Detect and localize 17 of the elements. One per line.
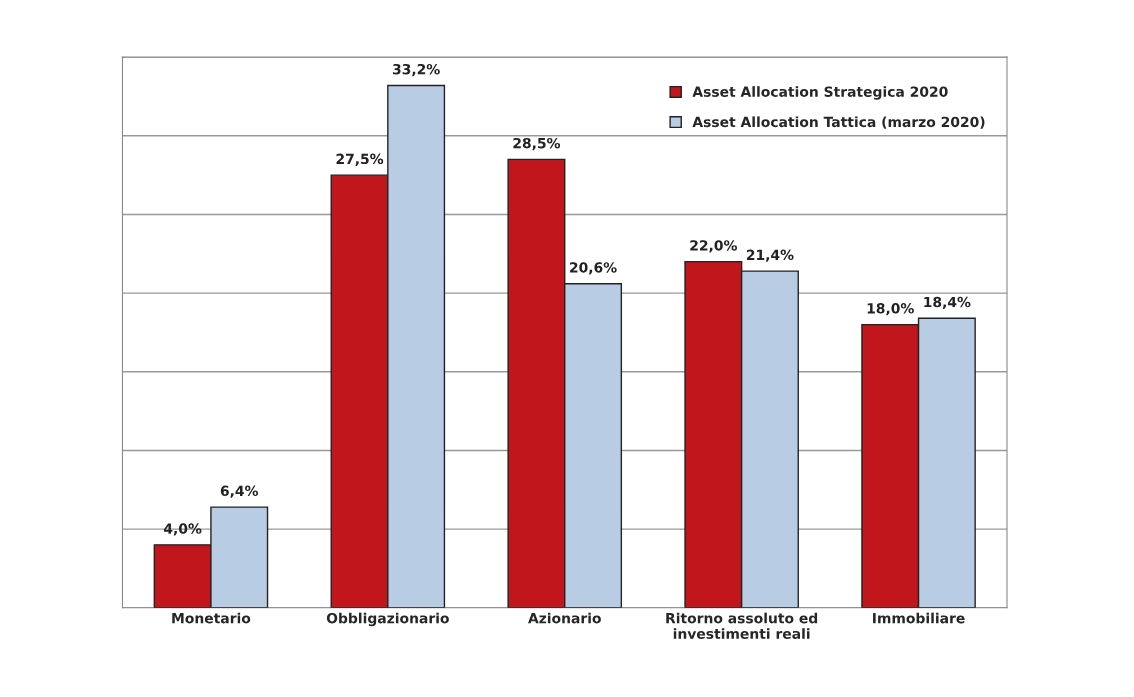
legend-label: Asset Allocation Tattica (marzo 2020) [692,116,985,129]
x-tick-label: Immobiliare [873,612,965,624]
legend-label: Asset Allocation Strategica 2020 [692,86,948,100]
x-tick-label: Ritorno assoluto ed investimenti reali [666,612,818,639]
data-label: 18,4% [924,296,971,310]
data-label: 6,4% [220,485,259,498]
data-label: 4,0% [163,523,202,536]
data-label: 28,5% [513,137,561,151]
x-tick-label: Obbligazionario [326,612,449,627]
data-label: 21,4% [746,249,794,262]
data-label: 18,0% [867,303,914,316]
data-label: 22,0% [690,240,737,253]
data-label: 20,6% [570,262,617,275]
data-label: 27,5% [336,153,384,166]
x-tick-label: Azionario [528,612,601,624]
data-label: 33,2% [392,63,440,77]
x-tick-label: Monetario [172,612,251,624]
